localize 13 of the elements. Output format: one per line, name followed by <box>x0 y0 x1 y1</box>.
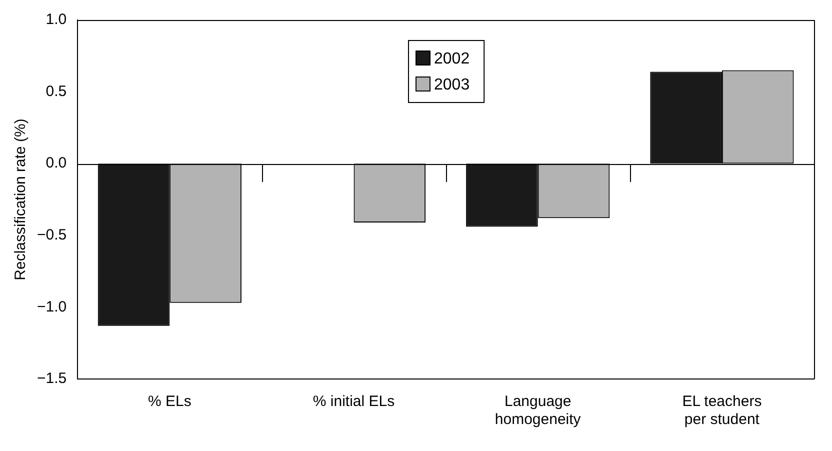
y-axis-title: Reclassification rate (%) <box>12 118 30 280</box>
y-tick-label: 0.5 <box>46 82 67 100</box>
y-tick-label: −1.5 <box>36 370 67 388</box>
y-tick-label: −1.0 <box>36 298 67 316</box>
y-tick-label: 1.0 <box>46 11 67 28</box>
x-tick-label: Language homogeneity <box>494 393 582 428</box>
y-tick-label: 0.0 <box>46 154 67 172</box>
x-tick-label: % initial ELs <box>312 393 395 410</box>
legend-label: 2002 <box>434 50 470 68</box>
legend-label: 2003 <box>434 76 470 94</box>
x-tick-label: EL teachers per student <box>682 393 762 428</box>
x-tick-label: % ELs <box>148 393 192 410</box>
y-tick-label: −0.5 <box>36 226 67 244</box>
